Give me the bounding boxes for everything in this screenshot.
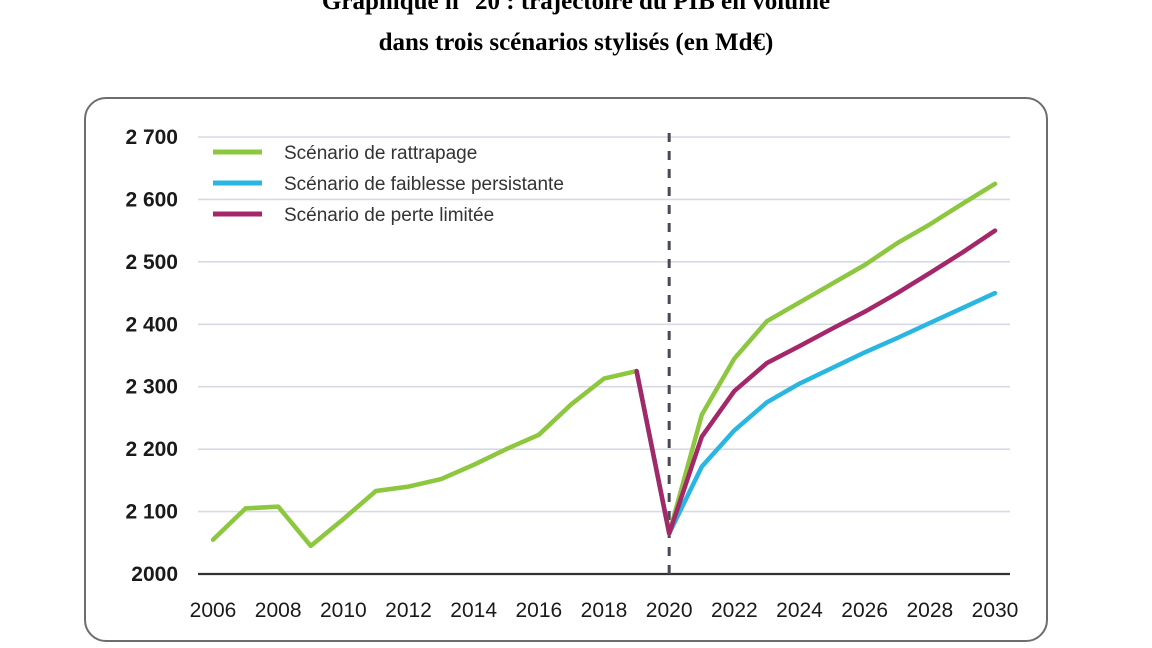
y-tick-label: 2000 — [131, 563, 178, 586]
x-tick-label: 2012 — [385, 599, 432, 622]
chart-title-line-2: dans trois scénarios stylisés (en Md€) — [378, 29, 774, 56]
legend-label: Scénario de perte limitée — [284, 205, 494, 226]
x-tick-label: 2026 — [841, 599, 888, 622]
historical-line — [210, 368, 639, 549]
y-tick-label: 2 700 — [125, 126, 178, 149]
y-tick-label: 2 100 — [125, 501, 178, 524]
y-tick-label: 2 300 — [125, 376, 178, 399]
x-tick-label: 2014 — [450, 599, 497, 622]
x-tick-label: 2022 — [711, 599, 758, 622]
x-tick-label: 2006 — [190, 599, 237, 622]
x-tick-label: 2028 — [906, 599, 953, 622]
chart-frame — [84, 97, 1048, 642]
series-line-perte-limitee — [634, 228, 998, 536]
x-tick-label: 2018 — [581, 599, 628, 622]
x-tick-label: 2024 — [776, 599, 823, 622]
series-line-faiblesse-persistante — [634, 290, 998, 536]
y-tick-label: 2 200 — [125, 438, 178, 461]
y-tick-label: 2 600 — [125, 188, 178, 211]
chart-title-line-1: Graphique n° 20 : trajectoire du PIB en … — [321, 0, 831, 15]
y-tick-label: 2 500 — [125, 251, 178, 274]
x-tick-label: 2008 — [255, 599, 302, 622]
series-line-rattrapage — [634, 181, 998, 536]
x-tick-label: 2020 — [646, 599, 693, 622]
y-tick-label: 2 400 — [125, 313, 178, 336]
x-tick-label: 2030 — [972, 599, 1019, 622]
x-tick-label: 2016 — [515, 599, 562, 622]
legend-label: Scénario de rattrapage — [284, 143, 477, 164]
legend-label: Scénario de faiblesse persistante — [284, 174, 564, 195]
x-tick-label: 2010 — [320, 599, 367, 622]
